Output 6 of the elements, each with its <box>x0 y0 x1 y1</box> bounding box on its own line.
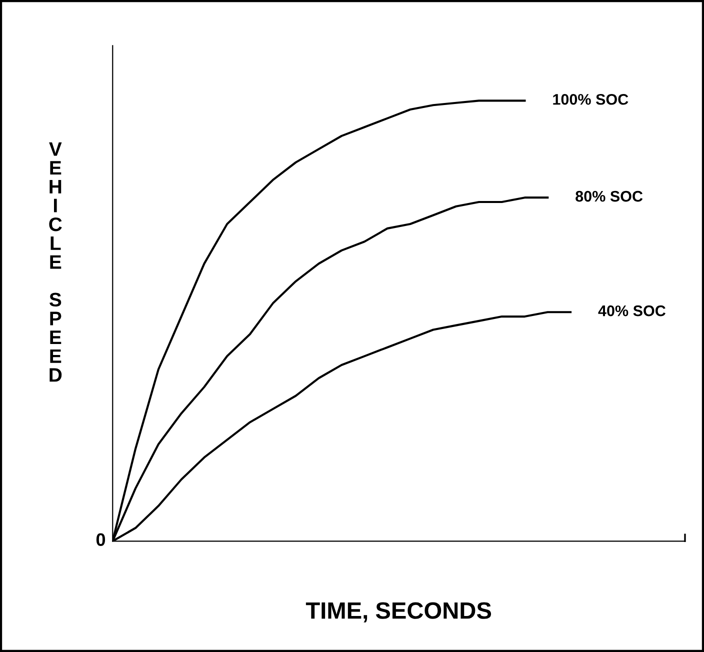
series-label: 80% SOC <box>576 190 643 202</box>
text: VEHICLE SPEED <box>49 142 62 382</box>
series-label: 40% SOC <box>598 305 666 316</box>
x-axis-title: TIME, SECONDS <box>306 602 492 622</box>
text: 0 <box>96 533 106 546</box>
series-label: 100% SOC <box>553 94 628 105</box>
